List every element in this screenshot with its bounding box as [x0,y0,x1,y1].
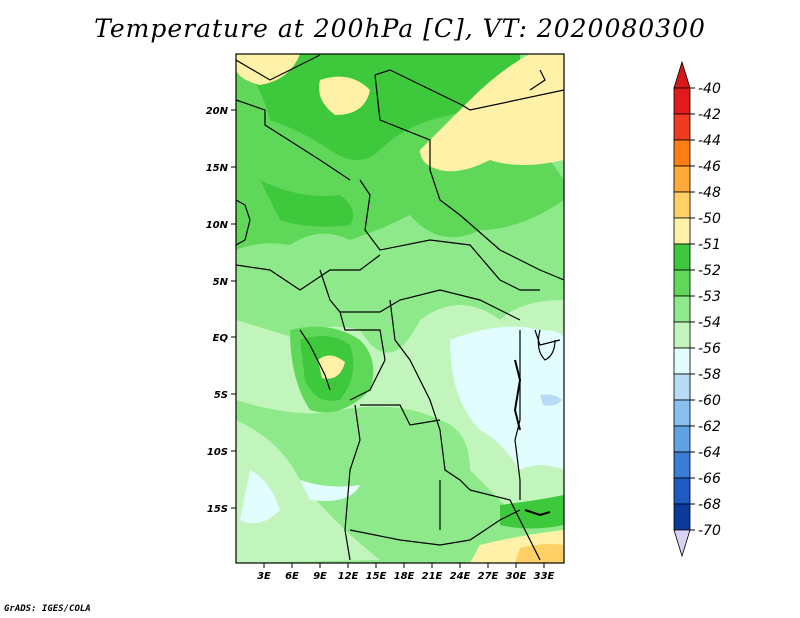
lon-label: 3E [257,571,271,582]
lon-label: 15E [366,571,387,582]
colorbar-segment [673,295,691,323]
colorbar-label: -60 [698,393,721,409]
field-m56-east [450,326,564,470]
lat-label: EQ [213,333,229,344]
lat-label: 5N [213,277,229,288]
longitude-ticks [263,563,545,568]
colorbar-top-arrow [673,60,691,89]
field-m58-patch [540,394,562,406]
colorbar-label: -51 [698,237,721,253]
colorbar-label: -40 [698,81,721,97]
border-15 [514,330,521,500]
lake-malawi [524,509,551,517]
lat-label: 15S [207,504,228,515]
colorbar-label: -66 [698,471,721,487]
lon-label: 24E [450,571,471,582]
colorbar-bottom-arrow [673,529,691,558]
colorbar-segment [673,399,691,427]
colorbar-segment [673,425,691,453]
border-8 [339,311,386,401]
colorbar-label: -46 [698,159,721,175]
lon-label: 33E [534,571,555,582]
colorbar-label: -52 [698,263,721,279]
lon-label: 27E [478,571,499,582]
field-m50-n1 [319,76,370,115]
colorbar-segment [673,451,691,479]
colorbar-label: -70 [698,523,721,539]
colorbar-segment [673,373,691,401]
field-m50-nw [236,54,300,85]
colorbar-segment [673,269,691,297]
lat-label: 15N [206,163,229,174]
border-4 [374,74,564,281]
lake-tanganyika [513,359,522,431]
colorbar-label: -53 [698,289,721,305]
longitude-labels: 3E 6E 9E 12E 15E 18E 21E 24E 27E 30E 33E [257,571,554,582]
border-1 [236,54,321,81]
field-m50-ne [420,54,564,172]
field-m48-south [515,544,564,563]
colorbar-label: -50 [698,211,721,227]
map-frame [235,53,565,564]
colorbar-label: -42 [698,107,721,123]
colorbar-label: -54 [698,315,721,331]
lat-label: 20N [206,106,229,117]
grads-credit: GrADS: IGES/COLA [4,604,91,614]
field-m56-southwest [240,470,280,524]
border-3 [374,69,564,111]
colorbar-label: -44 [698,133,721,149]
colorbar-segment [673,87,691,115]
lat-label: 10S [207,447,228,458]
border-5 [359,179,540,291]
colorbar-segment [673,217,691,245]
border-2 [236,99,351,181]
border-7 [319,269,521,321]
colorbar-label: -64 [698,445,721,461]
lon-label: 6E [285,571,299,582]
colorbar-label: -56 [698,341,721,357]
border-11 [360,404,441,426]
colorbar-segment [673,165,691,193]
lon-label: 30E [506,571,527,582]
colorbar-segment [673,477,691,505]
lake-victoria [537,329,556,361]
border-12 [349,509,521,546]
country-borders [236,54,564,561]
border-6 [236,254,381,291]
lon-label: 12E [338,571,359,582]
border-16 [534,329,561,346]
border-10 [344,404,361,561]
colorbar-label: -68 [698,497,721,513]
colorbar-segment [673,321,691,349]
colorbar-label: -48 [698,185,721,201]
colorbar: -40 -42 -44 -46 -48 -50 -51 -52 -53 -54 -56 -58 -60 -… [673,60,721,558]
colorbar-segment [673,191,691,219]
coast-west [236,199,251,246]
border-14 [469,489,541,561]
colorbar-label: -62 [698,419,721,435]
temperature-field [236,54,564,563]
lon-label: 9E [313,571,327,582]
colorbar-label: -58 [698,367,721,383]
border-9 [389,299,471,491]
map-title: Temperature at 200hPa [C], VT: 202008030… [94,14,706,43]
field-m56-southwest-2 [300,480,360,501]
lat-label: 10N [206,220,229,231]
colorbar-segment [673,113,691,141]
lon-label: 21E [422,571,443,582]
latitude-ticks [231,109,236,509]
colorbar-segment [673,503,691,531]
field-m51-sahel [260,180,354,227]
coast-gabon [299,329,331,391]
lon-label: 18E [394,571,415,582]
colorbar-segment [673,243,691,271]
lat-label: 5S [214,390,228,401]
field-m50-gabon [318,355,345,379]
latitude-labels: 20N 15N 10N 5N EQ 5S 10S 15S [206,106,229,515]
colorbar-segment [673,347,691,375]
colorbar-segment [673,139,691,167]
border-17 [529,69,546,91]
